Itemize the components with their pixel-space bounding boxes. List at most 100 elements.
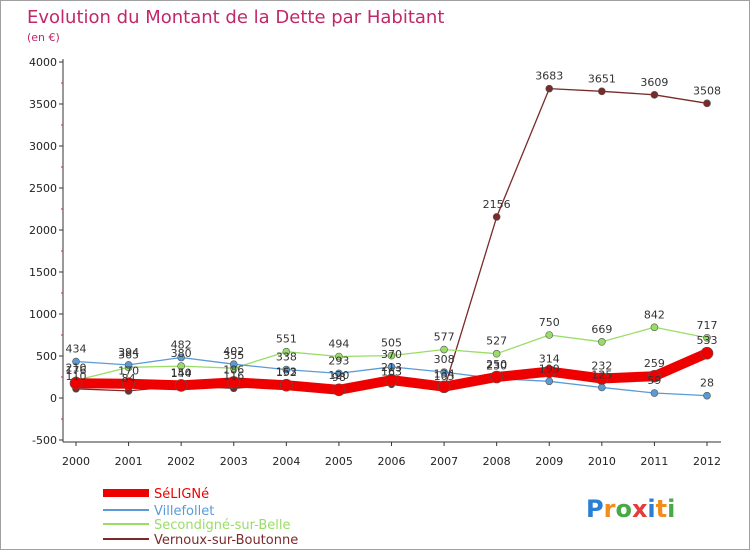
data-label: 314	[539, 353, 560, 366]
data-label: 134	[434, 368, 455, 381]
data-label: 250	[486, 358, 507, 371]
data-point	[598, 87, 606, 96]
x-tick-label: 2005	[325, 455, 353, 468]
data-point	[650, 323, 659, 332]
data-label: 482	[171, 339, 192, 352]
data-label: 105	[434, 370, 455, 383]
data-point	[700, 346, 714, 360]
x-tick-label: 2008	[483, 455, 511, 468]
data-label: 2156	[483, 198, 511, 211]
y-tick-label: 3000	[29, 140, 57, 153]
data-point	[545, 377, 554, 386]
data-point	[440, 368, 448, 376]
data-point	[437, 380, 451, 394]
y-tick-label: 2500	[29, 182, 57, 195]
data-label: 527	[486, 335, 507, 348]
data-point	[122, 377, 135, 391]
x-ticks: 2000 2001 2002 2003 2004 2005 2006 2007 2008 2009…	[62, 442, 721, 468]
legend-label: Secondigné-sur-Belle	[154, 518, 291, 533]
data-label: 230	[486, 360, 507, 373]
data-label: 150	[171, 366, 192, 379]
data-point	[229, 360, 238, 369]
data-label: 232	[591, 360, 612, 373]
chart-subtitle: (en €)	[27, 31, 60, 44]
legend-label: SéLIGNé	[154, 487, 209, 502]
data-point	[542, 365, 556, 378]
data-label: 669	[591, 323, 612, 336]
data-label: 176	[66, 364, 87, 377]
data-label: 3683	[535, 70, 563, 83]
data-labels: 176 170 150 186 152 98 213 134 250 314 232 259 533 43…	[66, 70, 722, 390]
data-point	[282, 347, 291, 356]
data-point	[703, 391, 711, 400]
data-label: 293	[328, 354, 349, 367]
data-label: 98	[332, 371, 346, 384]
data-point	[335, 369, 343, 378]
y-ticks: -500 0 500 1000 1500 2000 2500 3000 3500 4000	[29, 56, 63, 447]
data-label: 533	[697, 334, 718, 347]
data-point	[703, 333, 711, 342]
data-label: 84	[122, 372, 136, 385]
data-point	[545, 331, 554, 339]
x-tick-label: 2010	[588, 455, 616, 468]
data-label: 3508	[693, 84, 721, 97]
data-label: 394	[118, 346, 139, 359]
data-label: 186	[223, 363, 244, 376]
data-label: 338	[276, 351, 297, 364]
data-point	[69, 376, 83, 390]
y-tick-label: 4000	[29, 56, 57, 69]
x-tick-label: 2002	[167, 455, 195, 468]
data-point	[650, 389, 659, 397]
y-tick-label: -500	[32, 434, 57, 447]
data-label: 199	[539, 362, 560, 375]
data-label: 125	[591, 369, 612, 382]
data-label: 163	[276, 365, 297, 378]
legend-label: Villefollet	[154, 504, 214, 519]
x-tick-label: 2006	[378, 455, 406, 468]
data-point	[440, 345, 448, 354]
data-point	[595, 372, 609, 385]
data-label: 210	[66, 361, 87, 374]
data-label: 110	[66, 370, 87, 383]
proxiti-logo: Proxiti	[586, 495, 675, 523]
y-tick-label: 3500	[29, 98, 57, 111]
data-label: 380	[171, 347, 192, 360]
data-point	[545, 84, 554, 93]
data-label: 213	[381, 361, 402, 374]
data-point	[124, 361, 133, 369]
data-label: 717	[697, 319, 718, 332]
data-label: 120	[328, 369, 349, 382]
data-label: 494	[328, 338, 349, 351]
y-tick-label: 0	[50, 392, 57, 405]
data-point	[492, 213, 501, 221]
data-point	[177, 353, 185, 362]
data-point	[282, 365, 291, 374]
x-tick-label: 2004	[272, 455, 300, 468]
data-point	[598, 338, 606, 346]
legend: SéLIGNé VillefolletSecondigné-sur-BelleVe…	[103, 487, 298, 548]
x-tick-label: 2003	[220, 455, 248, 468]
data-point	[650, 91, 659, 99]
chart-title: Evolution du Montant de la Dette par Hab…	[27, 7, 444, 28]
legend-label: Vernoux-sur-Boutonne	[154, 533, 298, 548]
data-point	[648, 369, 661, 383]
data-label: 259	[644, 357, 665, 370]
data-label: 116	[223, 369, 244, 382]
x-tick-label: 2007	[430, 455, 458, 468]
data-label: 402	[223, 345, 244, 358]
data-point	[598, 383, 606, 392]
x-tick-label: 2009	[535, 455, 563, 468]
data-label: 505	[381, 337, 402, 350]
y-tick-label: 2000	[29, 224, 57, 237]
y-tick-label: 1000	[29, 308, 57, 321]
data-label: 144	[171, 367, 192, 380]
data-label: 308	[434, 353, 455, 366]
y-tick-label: 1500	[29, 266, 57, 279]
data-point	[335, 352, 343, 361]
data-label: 434	[66, 343, 87, 356]
data-label: 551	[276, 333, 297, 346]
x-tick-label: 2000	[62, 455, 90, 468]
data-label: 59	[647, 374, 661, 387]
